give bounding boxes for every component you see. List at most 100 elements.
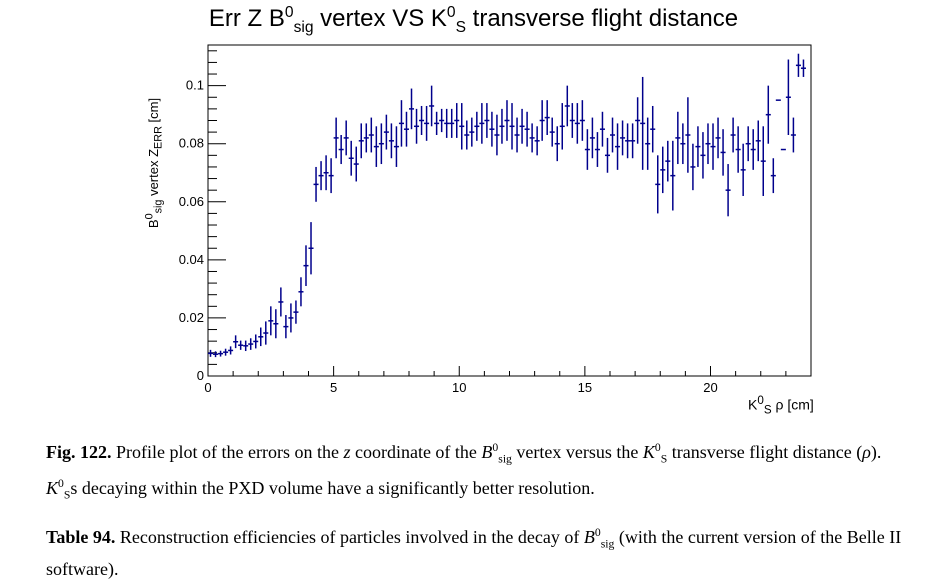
data-point (318, 161, 324, 191)
data-point (584, 129, 590, 170)
data-point (655, 155, 661, 214)
data-point (328, 158, 334, 194)
data-point (610, 117, 616, 153)
data-point (509, 103, 515, 150)
data-point (594, 132, 600, 167)
data-point (454, 103, 460, 138)
data-point (263, 321, 269, 345)
data-point (248, 338, 254, 350)
data-point (218, 350, 224, 357)
data-points (208, 53, 806, 358)
data-point (529, 123, 535, 153)
data-point (660, 146, 666, 194)
data-point (444, 108, 450, 138)
data-point (725, 164, 731, 217)
data-point (589, 117, 595, 159)
data-point (368, 117, 374, 153)
data-point (474, 111, 480, 141)
data-point (409, 88, 415, 130)
data-point (604, 137, 610, 173)
data-point (675, 111, 681, 165)
y-tick-label: 0 (197, 368, 204, 383)
data-point (293, 300, 299, 324)
data-point (514, 117, 520, 153)
data-point (449, 108, 455, 138)
data-point (459, 103, 465, 150)
data-point (745, 126, 751, 162)
data-point (650, 105, 656, 153)
data-point (273, 309, 279, 339)
data-point (700, 132, 706, 179)
data-point (680, 123, 686, 165)
chart-title: Err Z B0sig vertex VS K0S transverse fli… (208, 4, 739, 36)
data-point (398, 100, 404, 147)
data-point (635, 97, 641, 144)
data-point (705, 123, 711, 165)
data-point (524, 111, 530, 147)
x-tick-label: 5 (330, 380, 337, 395)
y-tick-label: 0.02 (179, 310, 204, 325)
y-tick-label: 0.1 (186, 78, 204, 93)
data-point (388, 123, 394, 159)
data-point (233, 335, 239, 349)
data-point (665, 140, 671, 182)
plot-frame (207, 44, 812, 377)
data-point (795, 53, 801, 77)
data-point (313, 166, 319, 202)
data-point (464, 120, 470, 150)
data-point (489, 111, 495, 147)
data-point (434, 111, 440, 136)
data-point (579, 100, 585, 141)
data-point (755, 120, 761, 162)
x-tick-label: 20 (703, 380, 717, 395)
data-point (373, 126, 379, 167)
data-point (484, 103, 490, 138)
data-point (268, 306, 274, 336)
data-point (213, 351, 219, 358)
data-point (238, 340, 244, 350)
data-point (574, 103, 580, 144)
data-point (549, 117, 555, 147)
data-point (735, 126, 741, 173)
x-axis-label: K0S ρ [cm] (748, 394, 814, 417)
data-point (383, 114, 389, 150)
data-point (333, 117, 339, 159)
y-tick-label: 0.08 (179, 136, 204, 151)
data-point (800, 59, 806, 77)
data-point (288, 303, 294, 333)
data-point (534, 126, 540, 156)
data-point (670, 140, 676, 211)
data-point (298, 277, 304, 307)
data-point (730, 117, 736, 153)
data-point (343, 120, 349, 156)
data-point (424, 105, 430, 141)
data-point (630, 123, 636, 159)
data-point (740, 143, 746, 196)
data-point (393, 126, 399, 167)
data-point (690, 143, 696, 191)
data-point (765, 85, 771, 144)
data-point (378, 123, 384, 165)
data-point (620, 120, 626, 156)
data-point (564, 85, 570, 127)
data-point (499, 108, 505, 144)
data-point (358, 123, 364, 159)
data-point (469, 117, 475, 147)
data-point (685, 97, 691, 173)
data-point (695, 126, 701, 167)
data-point (403, 111, 409, 147)
figure-caption-label: Fig. 122. (46, 442, 112, 462)
data-point (414, 108, 420, 144)
data-point (323, 155, 329, 191)
data-point (348, 140, 354, 176)
data-point (308, 222, 314, 275)
axis-ticks: 0 0.02 0.04 0.06 0.08 0.1 0 5 10 15 20 (179, 50, 812, 395)
y-tick-label: 0.06 (179, 194, 204, 209)
data-point (223, 348, 229, 356)
data-point (569, 103, 575, 138)
table-caption: Table 94. Reconstruction efficiencies of… (46, 526, 902, 579)
profile-plot: 0 0.02 0.04 0.06 0.08 0.1 0 5 10 15 20 (179, 44, 812, 395)
data-point (770, 158, 776, 194)
data-point (720, 129, 726, 176)
data-point (554, 126, 560, 162)
